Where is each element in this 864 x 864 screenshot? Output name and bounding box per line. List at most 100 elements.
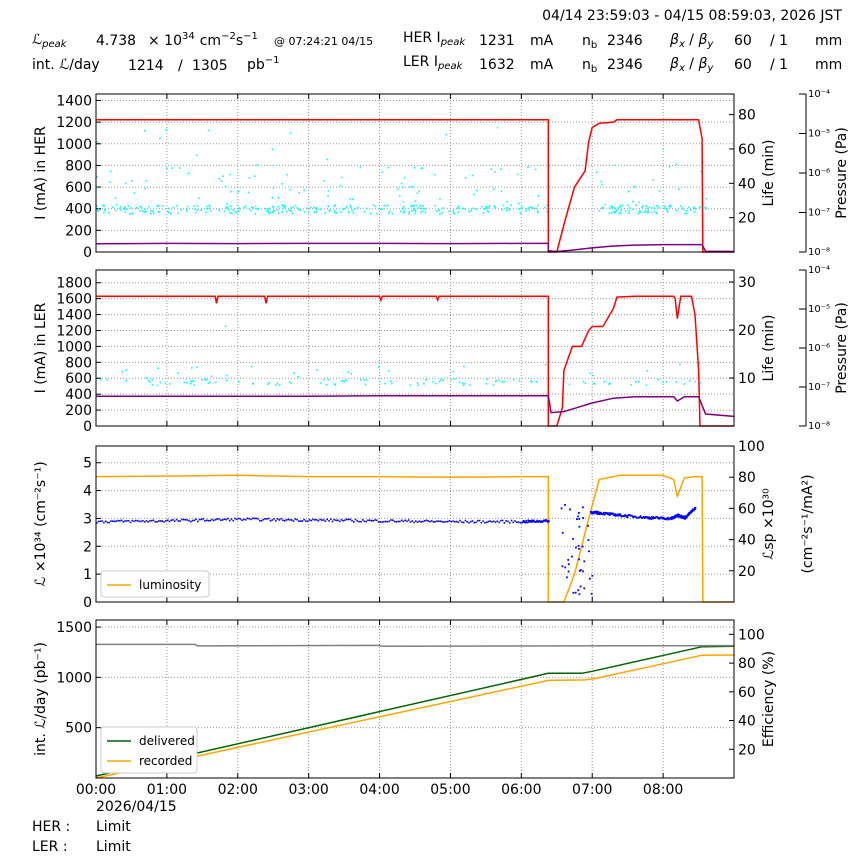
lsp-point [650,518,653,520]
lsp-point [427,520,430,522]
lsp-point [567,558,570,561]
pressure-point [508,208,511,210]
pressure-point [439,213,441,215]
pressure-point [678,188,680,191]
pressure-point [220,180,223,183]
pressure-point [304,211,306,213]
lsp-point [567,570,570,573]
y-tick-label: 600 [65,180,92,196]
lsp-point [218,518,220,520]
pressure-point [631,208,634,211]
lsp-point [632,516,635,519]
pressure-point [420,207,423,210]
pressure-point [121,370,123,373]
lsp-point [657,517,660,520]
pressure-point [608,207,611,210]
lsp-point [301,520,304,522]
pressure-point [159,137,161,139]
lsp-point [484,521,486,524]
lsp-point [612,512,614,515]
pressure-point [349,198,351,200]
pressure-point [363,378,366,381]
lsp-point [257,518,259,520]
pressure-point [487,211,490,213]
series-life [96,395,735,418]
pressure-point [454,378,456,380]
pressure-point [284,205,286,207]
pressure-point [456,207,459,209]
pressure-point [193,208,196,211]
pressure-point [493,188,495,191]
pressure-point [183,381,185,384]
pressure-point [376,212,378,215]
pressure-point [617,206,620,209]
pressure-point [442,207,444,209]
lsp-point [345,518,348,521]
pressure-point [124,182,127,184]
lpeak-time: @ 07:24:21 04/15 [274,35,373,48]
lsp-point [143,521,146,523]
pressure-point [598,209,601,212]
pressure-point [248,208,251,211]
lsp-point [186,519,188,521]
lsp-point [399,520,401,523]
lsp-point [120,519,123,522]
pressure-point [327,378,330,381]
pressure-point [664,205,666,207]
pressure-point [685,210,688,212]
y-tick-label-right: 80 [738,470,756,486]
pressure-point [215,381,217,384]
lsp-point [578,558,581,561]
pressure-point [402,200,405,203]
pressure-point [271,205,274,208]
pressure-point [140,207,143,209]
lsp-point [649,516,652,519]
pressure-point [420,211,422,214]
pressure-point [485,206,488,209]
lsp-point [368,519,371,522]
pressure-point [457,205,460,208]
pressure-tick-label: 10⁻⁵ [808,304,830,315]
lsp-point [685,516,688,519]
x-tick-label: 00:00 [76,782,116,798]
plot-frame [95,619,735,779]
y-axis-label: ℒ ×10³⁴ (cm⁻²s⁻¹) [33,461,49,586]
pressure-point [171,167,174,169]
lsp-point [365,520,367,523]
lsp-point [425,519,428,522]
x-tick-label: 07:00 [572,782,612,798]
pressure-point [223,210,226,213]
lsp-point [223,518,226,521]
pressure-point [699,205,701,208]
lsp-point [603,511,605,514]
ler-nb-value: 2346 [607,57,643,73]
lsp-point [436,520,438,522]
lsp-point [578,525,581,528]
lsp-point [469,520,472,523]
pressure-point [452,209,455,212]
pressure-point [422,205,424,207]
her-status-label: HER : [32,819,70,835]
lsp-point [459,519,461,522]
pressure-point [131,212,134,215]
lsp-point [669,517,671,520]
lsp-point [131,519,134,522]
lsp-point [598,513,600,515]
pressure-point [632,200,634,203]
pressure-point [252,383,255,385]
lsp-point [349,518,352,521]
lsp-point [491,521,493,523]
pressure-point [326,158,328,161]
lsp-point [651,516,653,518]
pressure-point [652,179,655,181]
pressure-point [458,207,460,210]
y-tick-label: 3 [83,511,92,527]
pressure-point [290,210,293,212]
pressure-point [589,372,592,375]
pressure-point [418,190,421,193]
pressure-point [397,188,399,190]
y-tick-label: 600 [65,371,92,387]
lsp-point [657,516,660,519]
pressure-point [205,379,207,381]
